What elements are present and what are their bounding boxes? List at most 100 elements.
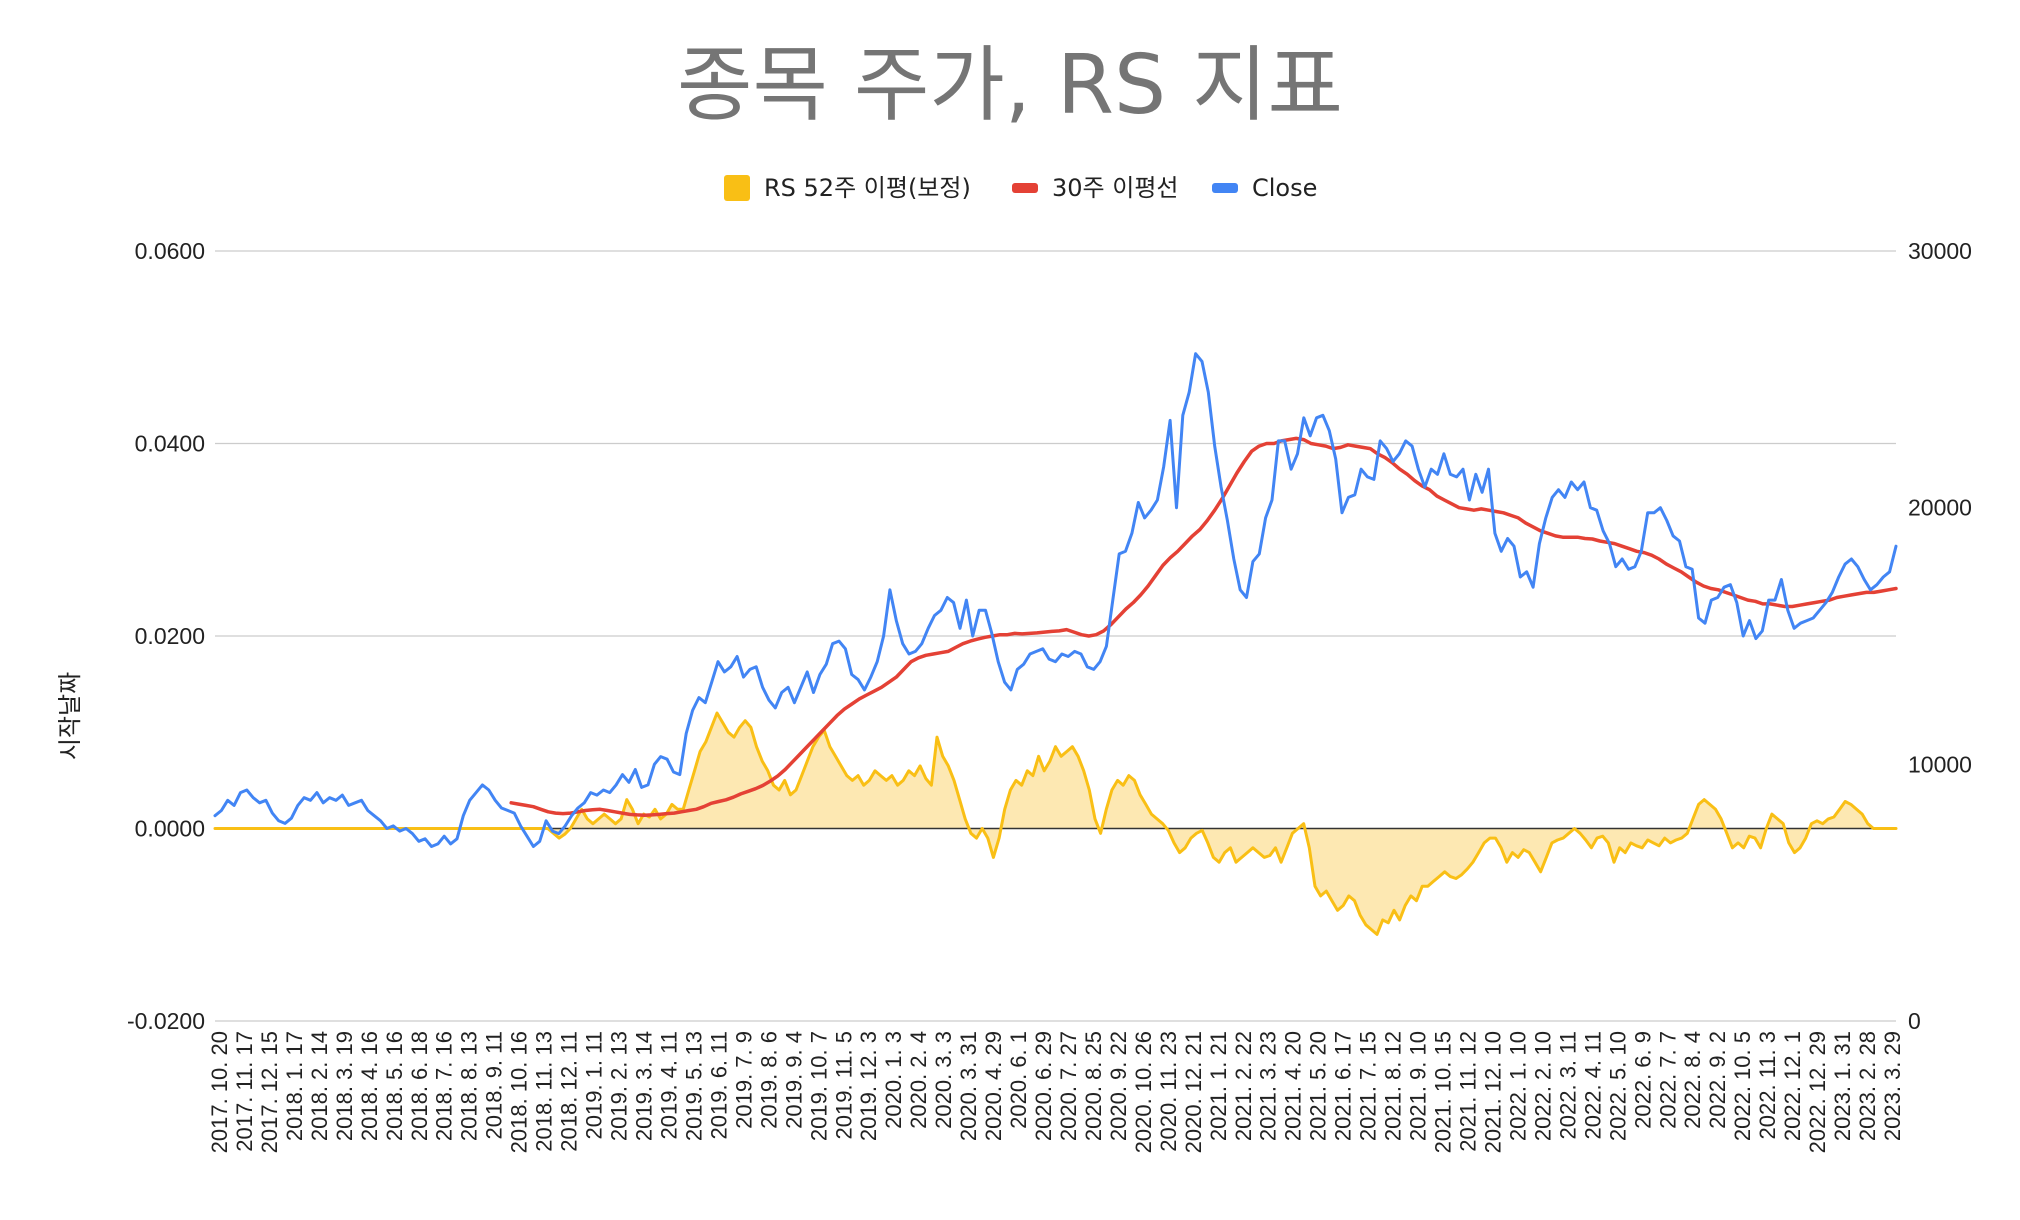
x-tick-label: 2022. 10. 5: [1730, 1031, 1755, 1141]
legend-swatch-rs: [724, 175, 750, 201]
legend-label-close: Close: [1252, 174, 1317, 202]
y-tick-right: 10000: [1908, 751, 1972, 777]
x-tick-label: 2019. 11. 5: [831, 1031, 856, 1139]
x-tick-label: 2021. 1. 21: [1206, 1031, 1231, 1141]
x-tick-label: 2020. 2. 4: [906, 1031, 931, 1129]
x-tick-label: 2021. 9. 10: [1406, 1031, 1431, 1141]
x-ticks: 2017. 10. 20 2017. 11. 17 2017. 12. 15 2018…: [207, 1031, 1905, 1153]
x-tick-label: 2019. 9. 4: [781, 1031, 806, 1129]
x-tick-label: 2022. 3. 11: [1555, 1031, 1580, 1139]
x-tick-label: 2020. 3. 31: [956, 1031, 981, 1141]
y-tick-left: -0.0200: [127, 1008, 205, 1034]
x-tick-label: 2023. 1. 31: [1830, 1031, 1855, 1141]
legend-label-ma30: 30주 이평선: [1052, 174, 1179, 202]
x-tick-label: 2020. 1. 3: [881, 1031, 906, 1129]
x-tick-label: 2019. 7. 9: [731, 1031, 756, 1129]
x-tick-label: 2019. 12. 3: [856, 1031, 881, 1141]
legend-swatch-close: [1212, 183, 1238, 193]
rs-area-fill: [215, 713, 1896, 935]
x-tick-label: 2022. 12. 1: [1780, 1031, 1805, 1141]
x-tick-label: 2022. 2. 10: [1530, 1031, 1555, 1141]
x-tick-label: 2022. 12. 29: [1805, 1031, 1830, 1153]
x-tick-label: 2021. 8. 12: [1381, 1031, 1406, 1141]
legend: RS 52주 이평(보정) 30주 이평선 Close: [724, 174, 1317, 202]
x-tick-label: 2020. 6. 1: [1006, 1031, 1031, 1129]
y-tick-left: 0.0600: [135, 238, 205, 264]
x-tick-label: 2017. 10. 20: [207, 1031, 232, 1153]
x-tick-label: 2021. 5. 20: [1306, 1031, 1331, 1141]
x-tick-label: 2019. 5. 13: [681, 1031, 706, 1141]
x-tick-label: 2018. 4. 16: [357, 1031, 382, 1141]
x-tick-label: 2021. 2. 22: [1231, 1031, 1256, 1141]
x-tick-label: 2018. 1. 17: [282, 1031, 307, 1141]
x-tick-label: 2018. 12. 11: [557, 1031, 582, 1152]
y-tick-left: 0.0400: [135, 431, 205, 457]
rs-line[interactable]: [213, 711, 1898, 936]
x-tick-label: 2020. 7. 27: [1056, 1031, 1081, 1141]
y-tick-left: 0.0000: [135, 816, 205, 842]
x-tick-label: 2022. 8. 4: [1680, 1031, 1705, 1129]
y-tick-left: 0.0200: [135, 623, 205, 649]
x-tick-label: 2022. 1. 10: [1505, 1031, 1530, 1141]
x-tick-label: 2019. 1. 11: [582, 1031, 607, 1139]
gridlines: [215, 250, 1896, 1022]
rs-area-layer: [215, 713, 1896, 935]
x-tick-label: 2018. 6. 18: [407, 1031, 432, 1141]
legend-item-rs[interactable]: RS 52주 이평(보정): [724, 174, 971, 202]
x-tick-label: 2022. 7. 7: [1655, 1031, 1680, 1129]
x-tick-label: 2019. 4. 11: [656, 1031, 681, 1139]
x-tick-label: 2021. 11. 12: [1456, 1031, 1481, 1152]
legend-item-close[interactable]: Close: [1212, 174, 1317, 202]
x-tick-label: 2019. 10. 7: [806, 1031, 831, 1141]
x-tick-label: 2021. 4. 20: [1281, 1031, 1306, 1141]
x-tick-label: 2020. 11. 23: [1156, 1031, 1181, 1152]
x-tick-label: 2022. 11. 3: [1755, 1031, 1780, 1139]
y-tick-right: 30000: [1908, 238, 1972, 264]
x-tick-label: 2020. 9. 22: [1106, 1031, 1131, 1141]
x-tick-label: 2018. 11. 13: [532, 1031, 557, 1152]
y-axis-label: 시작날짜: [56, 672, 84, 760]
legend-swatch-ma30: [1012, 183, 1038, 193]
x-tick-label: 2020. 6. 29: [1031, 1031, 1056, 1141]
x-tick-label: 2023. 2. 28: [1855, 1031, 1880, 1141]
legend-item-ma30[interactable]: 30주 이평선: [1012, 174, 1179, 202]
ma30-line[interactable]: [509, 436, 1898, 817]
x-tick-label: 2021. 6. 17: [1331, 1031, 1356, 1141]
x-tick-label: 2022. 9. 2: [1705, 1031, 1730, 1129]
x-tick-label: 2018. 7. 16: [432, 1031, 457, 1141]
y-tick-right: 0: [1908, 1008, 1921, 1034]
x-tick-label: 2021. 3. 23: [1256, 1031, 1281, 1141]
y-ticks-right: 30000 20000 10000 0: [1908, 238, 1972, 1034]
x-tick-label: 2018. 5. 16: [382, 1031, 407, 1141]
x-tick-label: 2022. 5. 10: [1605, 1031, 1630, 1141]
x-tick-label: 2021. 10. 15: [1431, 1031, 1456, 1153]
x-tick-label: 2019. 3. 14: [631, 1031, 656, 1141]
x-tick-label: 2021. 12. 10: [1480, 1031, 1505, 1153]
x-tick-label: 2019. 2. 13: [607, 1031, 632, 1141]
legend-label-rs: RS 52주 이평(보정): [764, 174, 971, 202]
x-tick-label: 2019. 8. 6: [756, 1031, 781, 1129]
x-tick-label: 2020. 12. 21: [1181, 1031, 1206, 1153]
x-tick-label: 2017. 11. 17: [232, 1031, 257, 1152]
y-tick-right: 20000: [1908, 495, 1972, 521]
x-tick-label: 2019. 6. 11: [706, 1031, 731, 1139]
x-tick-label: 2022. 4. 11: [1580, 1031, 1605, 1139]
close-line[interactable]: [213, 352, 1898, 848]
x-tick-label: 2020. 3. 3: [931, 1031, 956, 1129]
x-tick-label: 2020. 4. 29: [981, 1031, 1006, 1141]
x-tick-label: 2018. 10. 16: [507, 1031, 532, 1153]
series-lines-layer: [213, 352, 1898, 936]
x-tick-label: 2017. 12. 15: [257, 1031, 282, 1153]
x-tick-label: 2020. 10. 26: [1131, 1031, 1156, 1153]
y-ticks-left: 0.0600 0.0400 0.0200 0.0000 -0.0200: [127, 238, 205, 1034]
x-tick-label: 2022. 6. 9: [1630, 1031, 1655, 1129]
x-tick-label: 2018. 2. 14: [307, 1031, 332, 1141]
chart-title: 종목 주가, RS 지표: [677, 38, 1343, 133]
x-tick-label: 2023. 3. 29: [1880, 1031, 1905, 1141]
x-tick-label: 2021. 7. 15: [1356, 1031, 1381, 1141]
x-tick-label: 2018. 9. 11: [482, 1031, 507, 1139]
x-tick-label: 2018. 3. 19: [332, 1031, 357, 1141]
x-tick-label: 2020. 8. 25: [1081, 1031, 1106, 1141]
